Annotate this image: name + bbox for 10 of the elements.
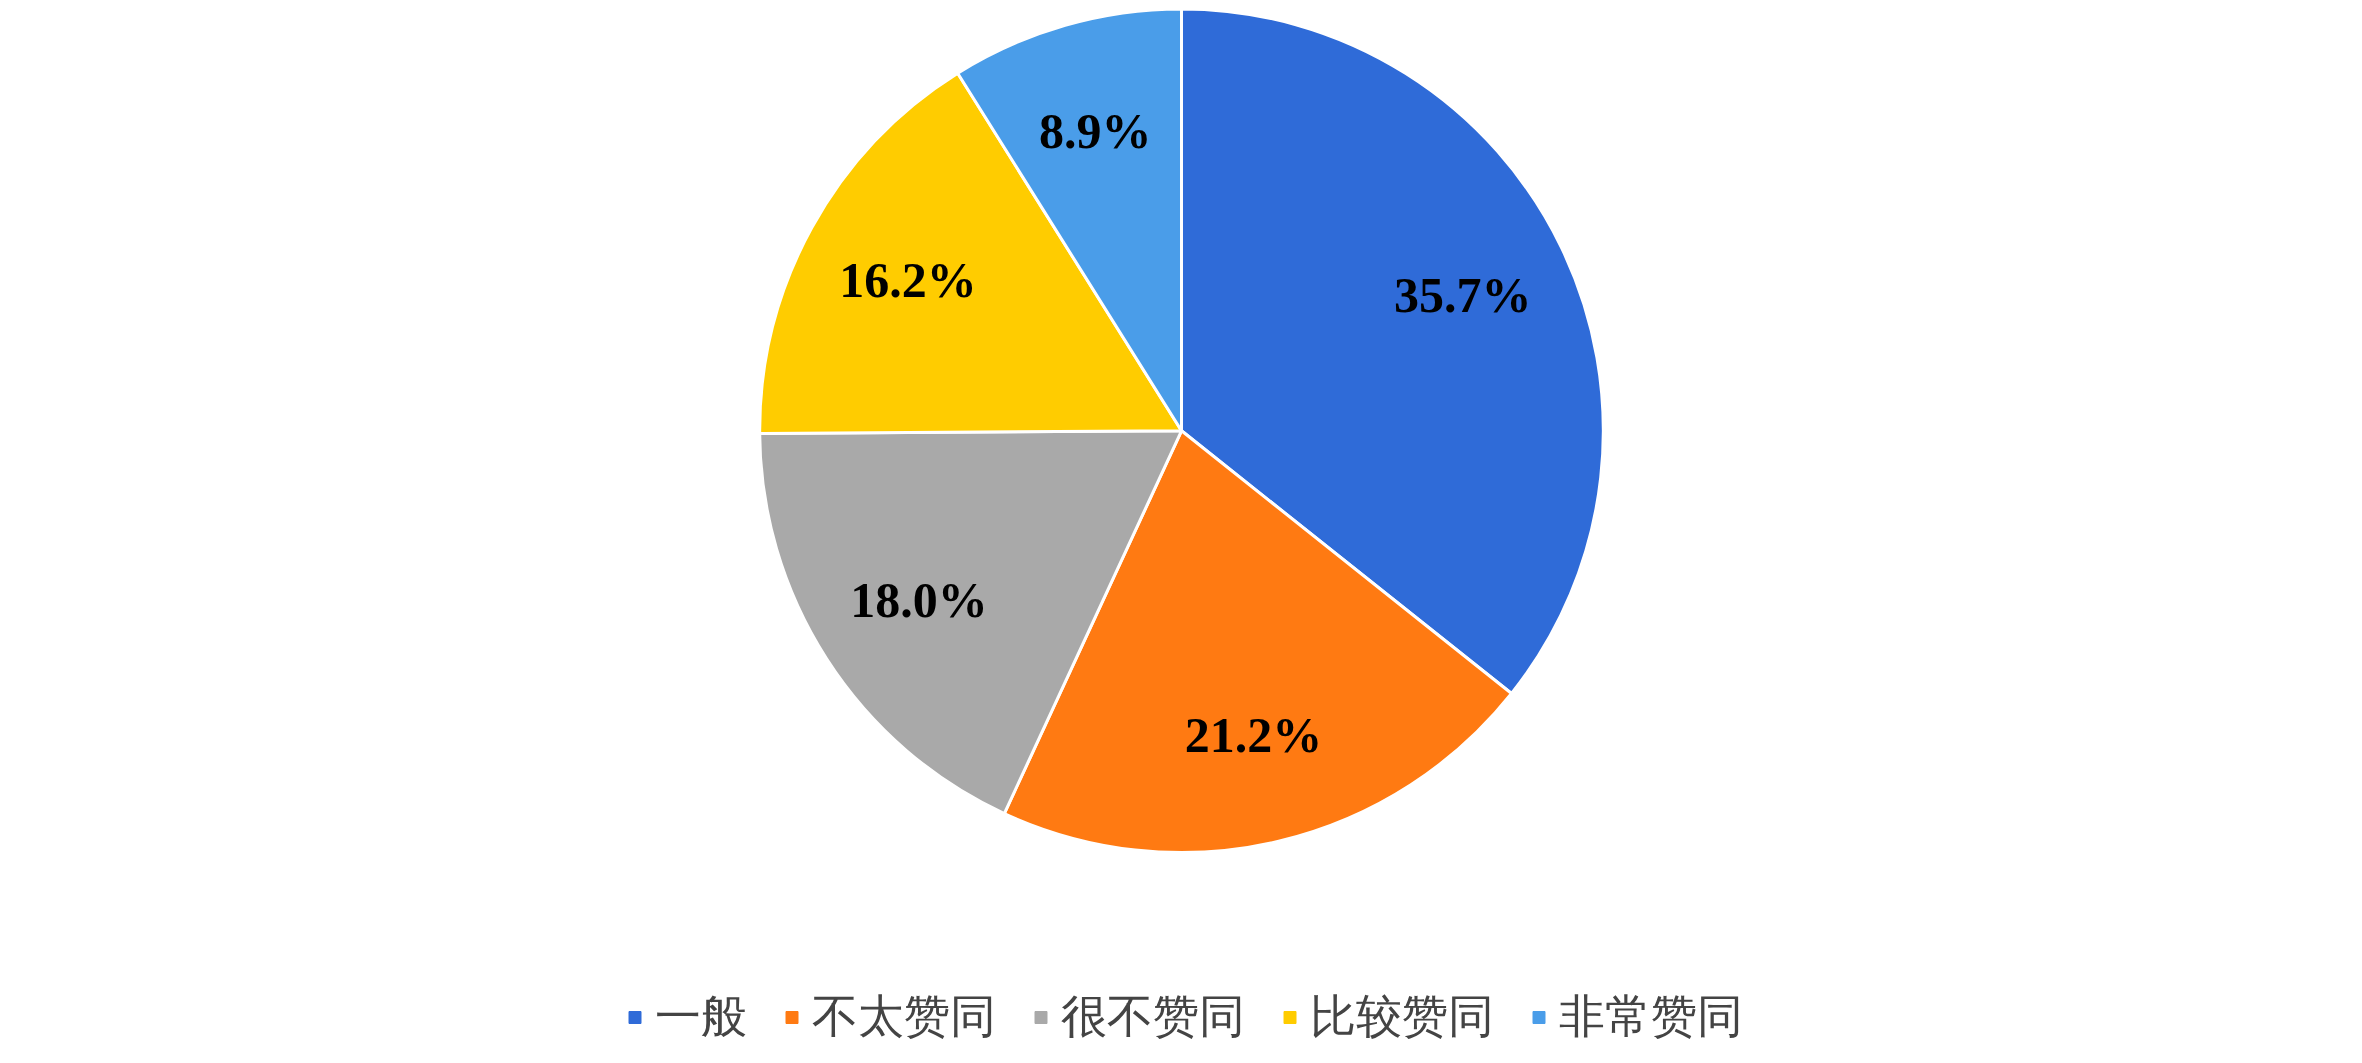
legend-label: 非常赞同 bbox=[1558, 988, 1743, 1045]
data-label: 21.2% bbox=[1184, 706, 1323, 763]
legend-label: 比较赞同 bbox=[1309, 988, 1494, 1045]
data-label: 16.2% bbox=[839, 252, 977, 309]
legend-label: 很不赞同 bbox=[1060, 988, 1245, 1045]
legend-label: 一般 bbox=[654, 988, 747, 1045]
data-label: 8.9% bbox=[1039, 102, 1152, 159]
data-label: 18.0% bbox=[850, 571, 988, 628]
data-label: 35.7% bbox=[1393, 267, 1532, 324]
legend-label: 不太赞同 bbox=[811, 988, 996, 1045]
